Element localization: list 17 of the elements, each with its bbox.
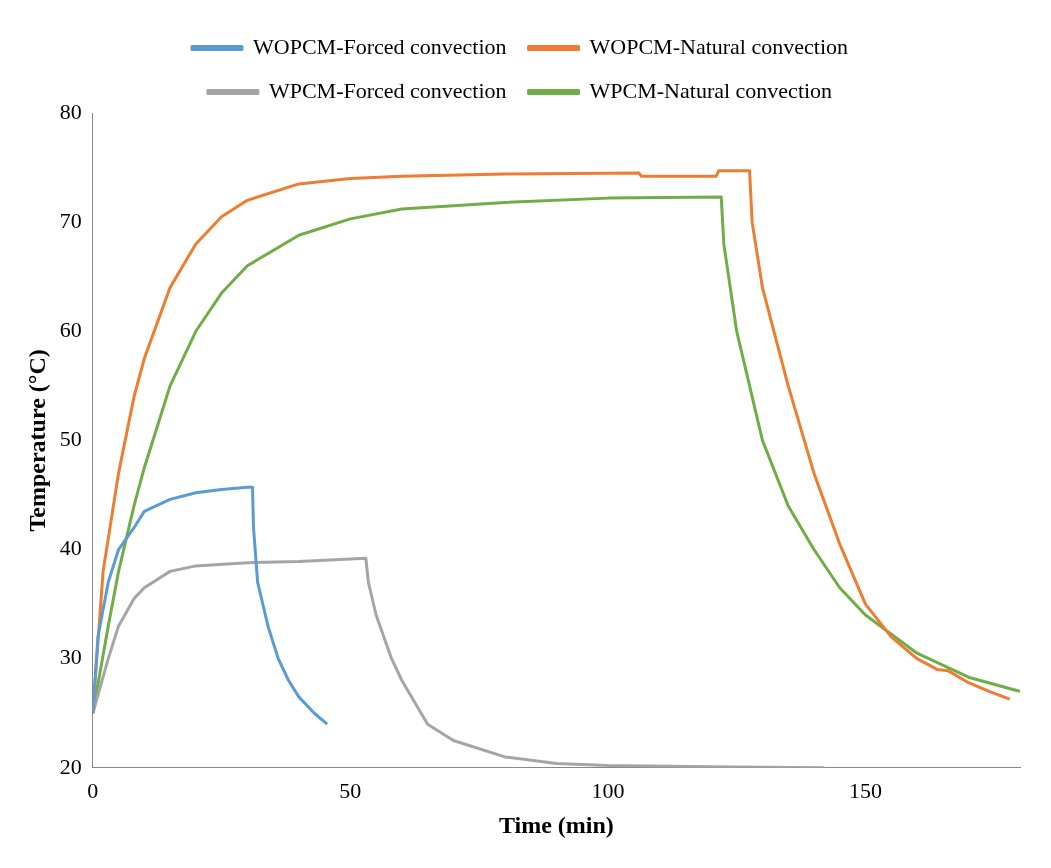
x-axis-title: Time (min) — [498, 811, 614, 838]
legend-label: WOPCM-Natural convection — [589, 33, 848, 59]
x-tick-label: 100 — [591, 777, 625, 803]
legend-label: WPCM-Natural convection — [589, 77, 833, 103]
y-tick-label: 20 — [59, 753, 82, 779]
x-tick-label: 0 — [87, 777, 99, 803]
y-tick-label: 40 — [59, 535, 82, 561]
y-tick-label: 30 — [59, 644, 82, 670]
y-tick-label: 70 — [59, 207, 82, 233]
y-axis-title: Temperature (°C) — [23, 349, 50, 532]
x-tick-label: 150 — [848, 777, 882, 803]
y-tick-label: 80 — [59, 98, 82, 124]
y-tick-label: 50 — [59, 426, 82, 452]
legend-label: WOPCM-Forced convection — [253, 33, 507, 59]
x-tick-label: 50 — [339, 777, 362, 803]
legend-label: WPCM-Forced convection — [268, 77, 507, 103]
y-tick-label: 60 — [59, 317, 82, 343]
